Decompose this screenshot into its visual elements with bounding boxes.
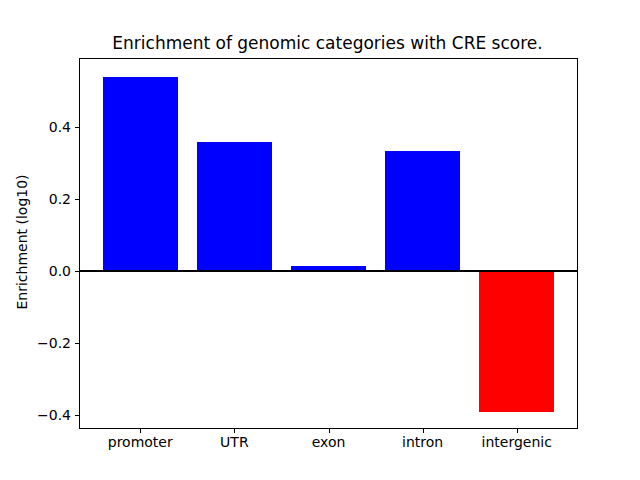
x-tick-mark	[234, 429, 235, 433]
bar-intergenic	[479, 271, 554, 411]
y-tick-mark	[75, 127, 79, 128]
plot-area: −0.4−0.20.00.20.4 promoterUTRexonintroni…	[79, 58, 578, 429]
chart-title: Enrichment of genomic categories with CR…	[79, 33, 576, 53]
bar-intron	[385, 151, 460, 272]
y-tick-label: −0.2	[16, 336, 71, 350]
y-tick-label: −0.4	[16, 408, 71, 422]
x-tick-label-intergenic: intergenic	[457, 434, 577, 451]
figure: Enrichment of genomic categories with CR…	[0, 0, 640, 480]
x-tick-mark	[517, 429, 518, 433]
y-tick-mark	[75, 343, 79, 344]
y-tick-mark	[75, 415, 79, 416]
y-tick-mark	[75, 271, 79, 272]
y-tick-mark	[75, 199, 79, 200]
x-tick-mark	[329, 429, 330, 433]
bar-UTR	[197, 142, 272, 272]
y-tick-label: 0.0	[16, 264, 71, 278]
x-tick-mark	[423, 429, 424, 433]
zero-line	[80, 270, 577, 272]
y-tick-label: 0.2	[16, 192, 71, 206]
bar-promoter	[103, 77, 178, 271]
x-tick-mark	[140, 429, 141, 433]
y-tick-label: 0.4	[16, 120, 71, 134]
